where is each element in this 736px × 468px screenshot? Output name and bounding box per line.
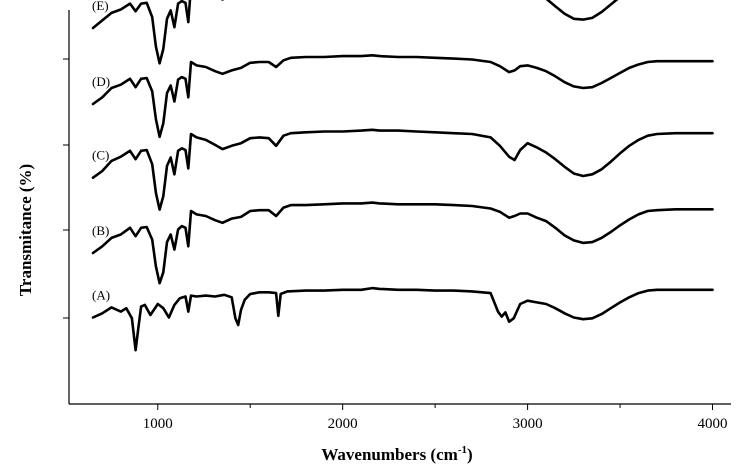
spectrum-line-c xyxy=(91,128,714,211)
x-tick-label: 2000 xyxy=(328,416,358,432)
spectra-series xyxy=(91,0,714,352)
x-axis-label-unit-exponent: -1 xyxy=(458,444,467,456)
x-axis-label-text: Wavenumbers (cm xyxy=(321,445,457,464)
spectrum-line-b xyxy=(91,201,714,285)
series-label-e: (E) xyxy=(92,0,109,13)
spectrum-line-a xyxy=(91,286,714,352)
series-label-a: (A) xyxy=(92,287,110,302)
x-axis-ticks: 1000 2000 3000 4000 xyxy=(143,404,728,432)
spectrum-line-e xyxy=(91,0,619,65)
series-label-c: (C) xyxy=(92,148,109,163)
x-tick-label: 3000 xyxy=(513,416,543,432)
x-tick-label: 1000 xyxy=(143,416,173,432)
axes xyxy=(63,10,731,405)
spectrum-line-d xyxy=(91,54,714,139)
series-label-d: (D) xyxy=(92,74,110,89)
series-label-b: (B) xyxy=(92,223,109,238)
series-labels: (A) (B) (C) (D) (E) xyxy=(92,0,110,302)
x-tick-label: 4000 xyxy=(698,416,728,432)
x-axis-label: Wavenumbers (cm-1) xyxy=(321,444,472,464)
x-axis-label-close: ) xyxy=(467,445,473,464)
y-axis-label: Transmitance (%) xyxy=(16,164,35,296)
